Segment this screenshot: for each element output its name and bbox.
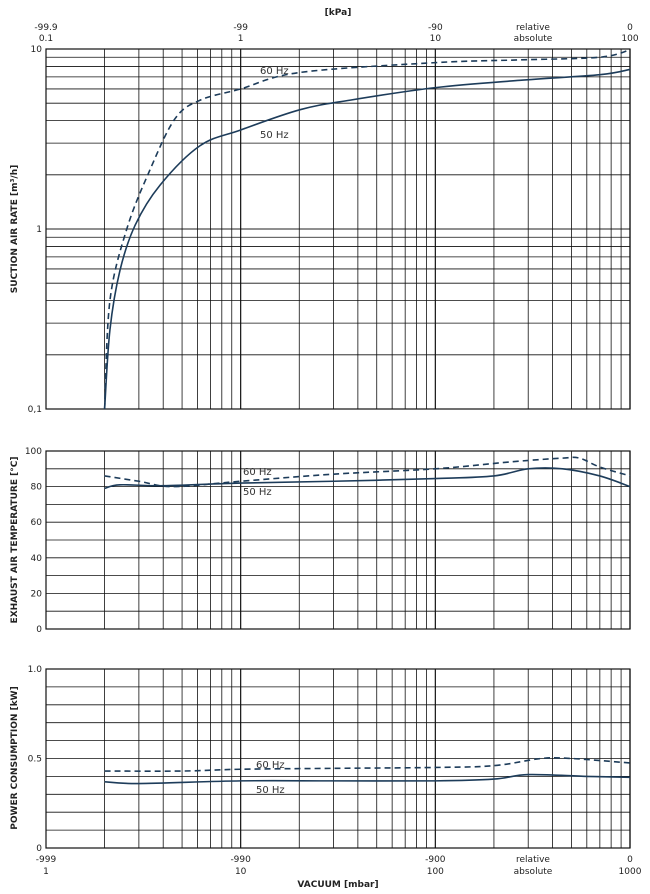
top-absolute-word: absolute [514, 34, 553, 44]
y-tick-label: 0.5 [28, 755, 42, 765]
series-annotation: 50 Hz [243, 487, 272, 498]
top-axis-title: [kPa] [325, 8, 352, 18]
series-line-60hz [104, 456, 631, 488]
top-relative-word: relative [516, 23, 550, 33]
y-axis-title: SUCTION AIR RATE [m³/h] [10, 165, 20, 293]
y-tick-label: 40 [31, 554, 43, 564]
bottom-absolute-word: absolute [514, 867, 553, 877]
top-relative-tick-label: -90 [428, 23, 443, 33]
top-absolute-tick-label: 10 [430, 34, 442, 44]
bottom-relative-tick-label: -999 [36, 855, 57, 865]
top-relative-tick-label: -99 [233, 23, 248, 33]
bottom-absolute-tick-label: 1 [43, 867, 49, 877]
y-tick-label: 1 [36, 225, 42, 235]
series-line-60hz [103, 49, 631, 410]
bottom-relative-tick-label: -900 [425, 855, 446, 865]
series-annotation: 60 Hz [256, 760, 285, 771]
plot-frame [45, 48, 631, 410]
series-annotation: 60 Hz [260, 66, 289, 77]
series-annotation: 50 Hz [256, 785, 285, 796]
y-tick-label: 0 [36, 844, 42, 854]
chart-panel-2: 100 80 60 40 20 0 EXHAUST AIR TEMPERATURE [°C]… [10, 447, 631, 635]
y-tick-label: 1.0 [28, 665, 43, 675]
y-tick-label: 0 [36, 625, 42, 635]
bottom-relative-tick-label: 0 [627, 855, 633, 865]
bottom-axis-title: VACUUM [mbar] [297, 880, 378, 890]
y-axis-title: EXHAUST AIR TEMPERATURE [°C] [10, 457, 20, 624]
top-absolute-tick-label: 1 [238, 34, 244, 44]
series-line-60hz [104, 756, 631, 772]
top-absolute-tick-label: 100 [621, 34, 638, 44]
y-axis-title: POWER CONSUMPTION [kW] [10, 686, 20, 829]
series-line-50hz [104, 467, 631, 490]
series-annotation: 60 Hz [243, 467, 272, 478]
y-tick-label: 10 [31, 45, 43, 55]
series-line-50hz [104, 773, 631, 785]
bottom-relative-tick-label: -990 [230, 855, 251, 865]
y-tick-label: 0,1 [28, 405, 42, 415]
bottom-absolute-tick-label: 10 [235, 867, 247, 877]
plot-frame [45, 668, 631, 849]
top-absolute-tick-label: 0.1 [39, 34, 53, 44]
y-tick-label: 20 [31, 589, 43, 599]
plot-frame [45, 450, 631, 630]
bottom-absolute-tick-label: 100 [427, 867, 444, 877]
y-tick-label: 100 [25, 447, 42, 457]
y-tick-label: 60 [31, 518, 43, 528]
top-relative-tick-label: 0 [627, 23, 633, 33]
chart-panel-3: 1.0 0.5 0 POWER CONSUMPTION [kW] 60 Hz 50 Hz [10, 665, 631, 854]
bottom-absolute-tick-label: 1000 [619, 867, 642, 877]
series-annotation: 50 Hz [260, 130, 289, 141]
series-line-50hz [103, 68, 631, 410]
bottom-relative-word: relative [516, 855, 550, 865]
top-relative-tick-label: -99.9 [34, 23, 58, 33]
y-tick-label: 80 [31, 483, 43, 493]
chart-panel-1: 10 1 0,1 SUCTION AIR RATE [m³/h] 60 Hz 50 Hz [10, 45, 631, 415]
